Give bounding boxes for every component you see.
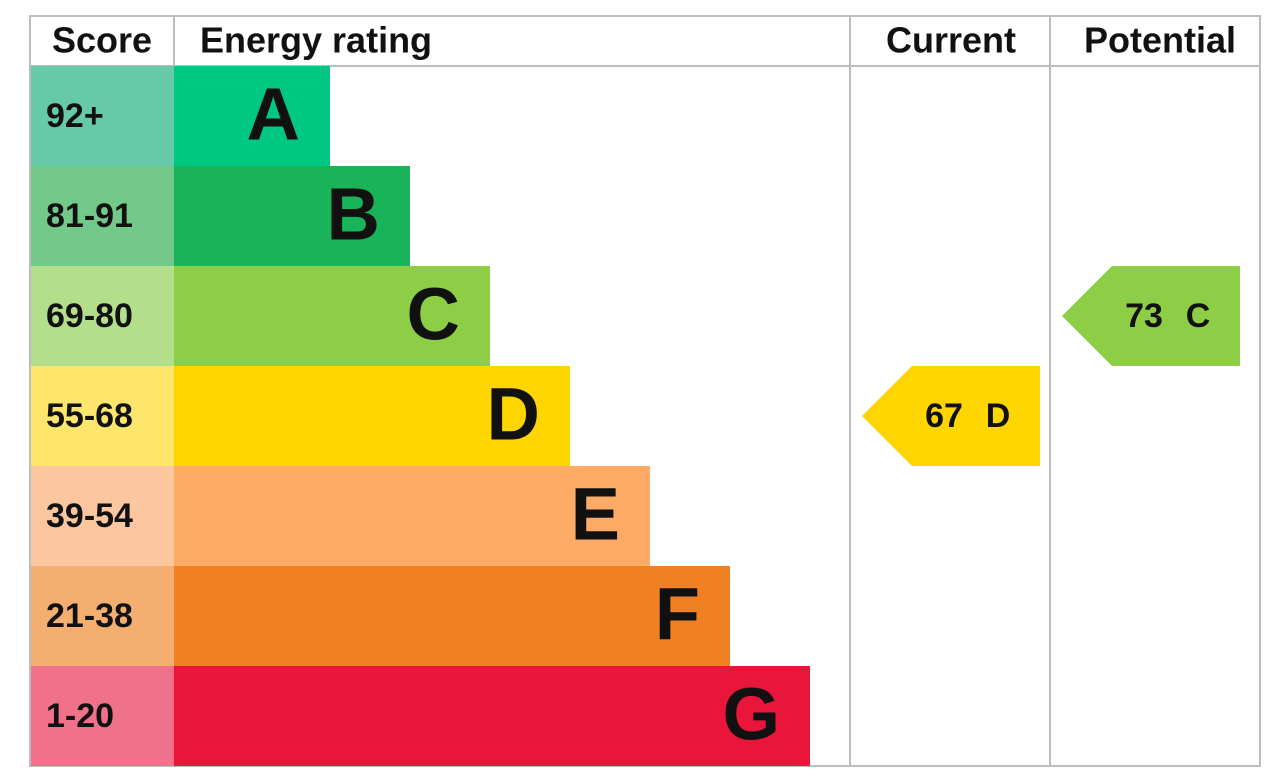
band-letter: G bbox=[722, 673, 780, 756]
score-cell bbox=[31, 666, 174, 766]
current-score: 67 bbox=[925, 397, 963, 435]
current-arrow bbox=[862, 366, 1040, 466]
score-cell bbox=[31, 566, 174, 666]
score-cell bbox=[31, 466, 174, 566]
rating-bar bbox=[174, 166, 410, 266]
header-potential: Potential bbox=[1084, 20, 1236, 61]
band-letter: B bbox=[327, 173, 380, 256]
score-label: 39-54 bbox=[46, 497, 133, 535]
rating-bar bbox=[174, 366, 570, 466]
score-cell bbox=[31, 66, 174, 166]
score-label: 92+ bbox=[46, 97, 104, 135]
score-cell bbox=[31, 366, 174, 466]
potential-arrow bbox=[1062, 266, 1240, 366]
score-label: 55-68 bbox=[46, 397, 133, 435]
current-rating: D bbox=[986, 397, 1011, 435]
band-letter: D bbox=[487, 373, 540, 456]
header-score: Score bbox=[52, 20, 152, 61]
score-label: 21-38 bbox=[46, 597, 133, 635]
header-current: Current bbox=[886, 20, 1016, 61]
rating-bar bbox=[174, 66, 330, 166]
score-label: 69-80 bbox=[46, 297, 133, 335]
rating-bar bbox=[174, 466, 650, 566]
rating-bar bbox=[174, 566, 730, 666]
potential-rating: C bbox=[1186, 297, 1211, 335]
score-label: 81-91 bbox=[46, 197, 133, 235]
potential-score: 73 bbox=[1125, 297, 1163, 335]
rating-bar bbox=[174, 266, 490, 366]
rating-bar bbox=[174, 666, 810, 766]
band-letter: E bbox=[571, 473, 620, 556]
score-label: 1-20 bbox=[46, 697, 114, 735]
band-letter: C bbox=[407, 273, 460, 356]
score-cell bbox=[31, 266, 174, 366]
header-rating: Energy rating bbox=[200, 20, 432, 61]
band-letter: A bbox=[247, 73, 300, 156]
band-letter: F bbox=[655, 573, 700, 656]
score-cell bbox=[31, 166, 174, 266]
